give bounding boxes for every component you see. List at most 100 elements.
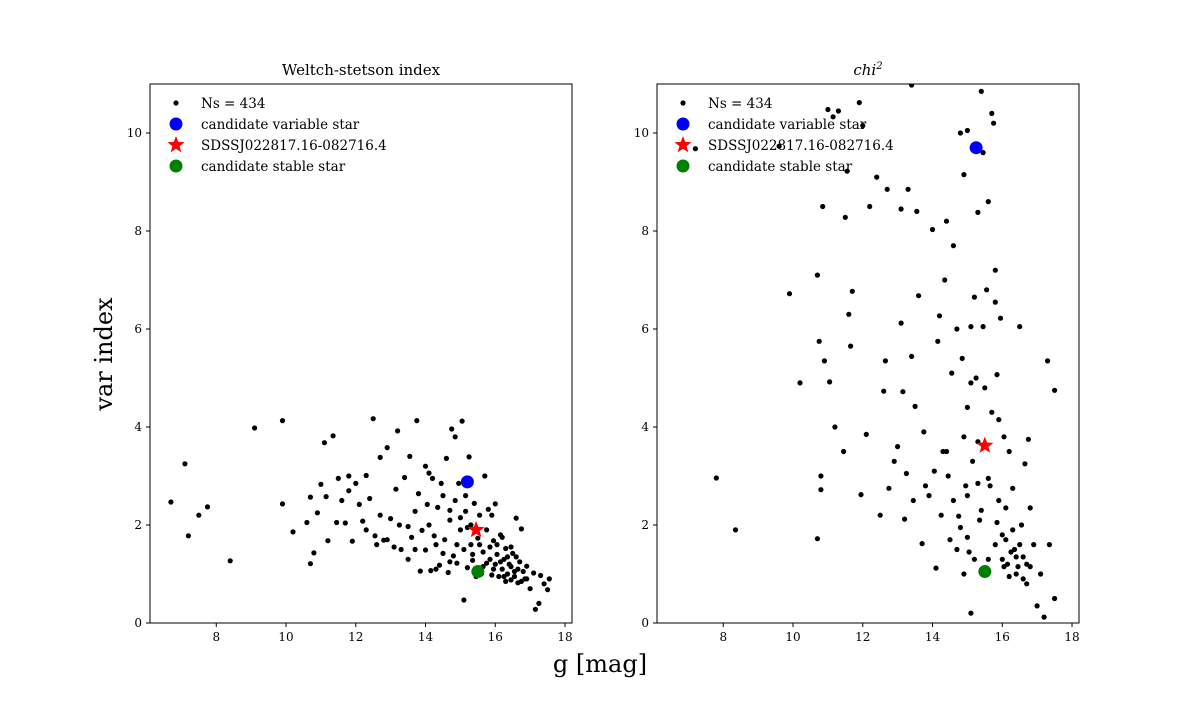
- data-point: [524, 576, 530, 582]
- data-point: [520, 568, 526, 575]
- data-point: [489, 572, 495, 578]
- data-point: [1031, 542, 1037, 548]
- data-point: [980, 150, 986, 156]
- data-point: [339, 497, 345, 504]
- data-point: [848, 343, 854, 349]
- data-point: [459, 418, 465, 424]
- data-point: [1020, 576, 1026, 582]
- data-point: [874, 174, 880, 180]
- data-point: [905, 186, 911, 192]
- data-point: [492, 561, 498, 567]
- axes-frame: [656, 83, 1080, 624]
- data-point: [471, 500, 477, 506]
- data-point: [377, 512, 383, 518]
- data-point: [902, 516, 908, 522]
- data-point: [487, 556, 493, 562]
- data-point: [204, 504, 211, 510]
- data-point: [891, 458, 897, 464]
- data-point: [884, 186, 890, 192]
- data-point: [330, 433, 336, 439]
- data-point: [402, 474, 408, 481]
- legend-label: candidate stable star: [708, 159, 853, 175]
- data-point: [1001, 434, 1007, 440]
- data-point: [438, 480, 444, 486]
- data-point: [830, 114, 836, 120]
- data-point: [732, 527, 739, 533]
- candidate-stable-star-marker: [978, 565, 992, 579]
- data-point: [1027, 505, 1033, 511]
- data-point: [398, 546, 404, 553]
- legend-marker: [167, 136, 185, 153]
- data-point: [457, 527, 463, 533]
- data-point: [996, 417, 1002, 423]
- data-point: [477, 542, 483, 548]
- legend-label: candidate stable star: [201, 159, 346, 175]
- data-point: [480, 549, 486, 555]
- data-point: [435, 504, 441, 510]
- data-point: [546, 576, 552, 582]
- panel-title-text: Weltch-stetson index: [282, 61, 441, 79]
- data-point: [497, 559, 504, 565]
- data-point: [412, 546, 418, 553]
- data-point: [466, 454, 472, 460]
- data-point: [279, 418, 286, 424]
- x-tick-label: 16: [488, 630, 503, 644]
- data-point: [827, 379, 833, 385]
- data-point: [464, 565, 470, 571]
- data-point: [882, 358, 889, 364]
- data-point: [527, 586, 533, 592]
- data-points: [168, 416, 552, 612]
- data-point: [919, 541, 925, 547]
- data-point: [454, 542, 460, 548]
- data-point: [1052, 387, 1058, 393]
- data-point: [950, 243, 957, 249]
- data-point: [395, 428, 401, 434]
- data-point: [499, 566, 505, 572]
- data-point: [384, 537, 390, 543]
- data-point: [440, 493, 446, 499]
- data-point: [992, 299, 998, 305]
- data-point: [433, 566, 439, 572]
- data-point: [954, 326, 960, 332]
- data-point: [945, 473, 951, 479]
- data-point: [452, 497, 458, 504]
- data-point: [886, 485, 892, 491]
- data-point: [881, 388, 887, 394]
- data-point: [518, 526, 525, 532]
- data-point: [1013, 571, 1019, 577]
- data-point: [994, 519, 1000, 526]
- data-point: [442, 537, 448, 543]
- data-point: [428, 568, 434, 574]
- data-point: [414, 418, 420, 424]
- panel-title: chi2: [853, 61, 882, 79]
- data-point: [196, 512, 202, 518]
- data-points: [692, 84, 1058, 620]
- legend-label: SDSSJ022817.16-082716.4: [201, 138, 387, 154]
- data-point: [409, 534, 415, 540]
- data-point: [443, 455, 449, 461]
- data-point: [978, 88, 984, 94]
- data-point: [1018, 522, 1025, 528]
- data-point: [517, 559, 523, 565]
- data-point: [463, 493, 469, 499]
- data-point: [335, 475, 341, 481]
- x-tick-label: 12: [855, 630, 870, 644]
- data-point: [985, 475, 991, 481]
- data-point: [279, 501, 286, 507]
- data-point: [468, 542, 474, 548]
- panel-title-superscript: 2: [875, 61, 882, 72]
- data-point: [541, 581, 547, 587]
- data-point: [461, 546, 467, 553]
- data-point: [835, 108, 842, 114]
- x-tick-label: 18: [557, 630, 572, 644]
- data-point: [307, 494, 313, 500]
- data-point: [484, 560, 490, 566]
- data-point: [973, 375, 979, 381]
- data-point: [814, 272, 821, 278]
- data-point: [916, 293, 922, 299]
- data-point: [912, 403, 918, 409]
- data-point: [957, 130, 964, 136]
- data-point: [966, 549, 972, 555]
- data-point: [877, 512, 883, 518]
